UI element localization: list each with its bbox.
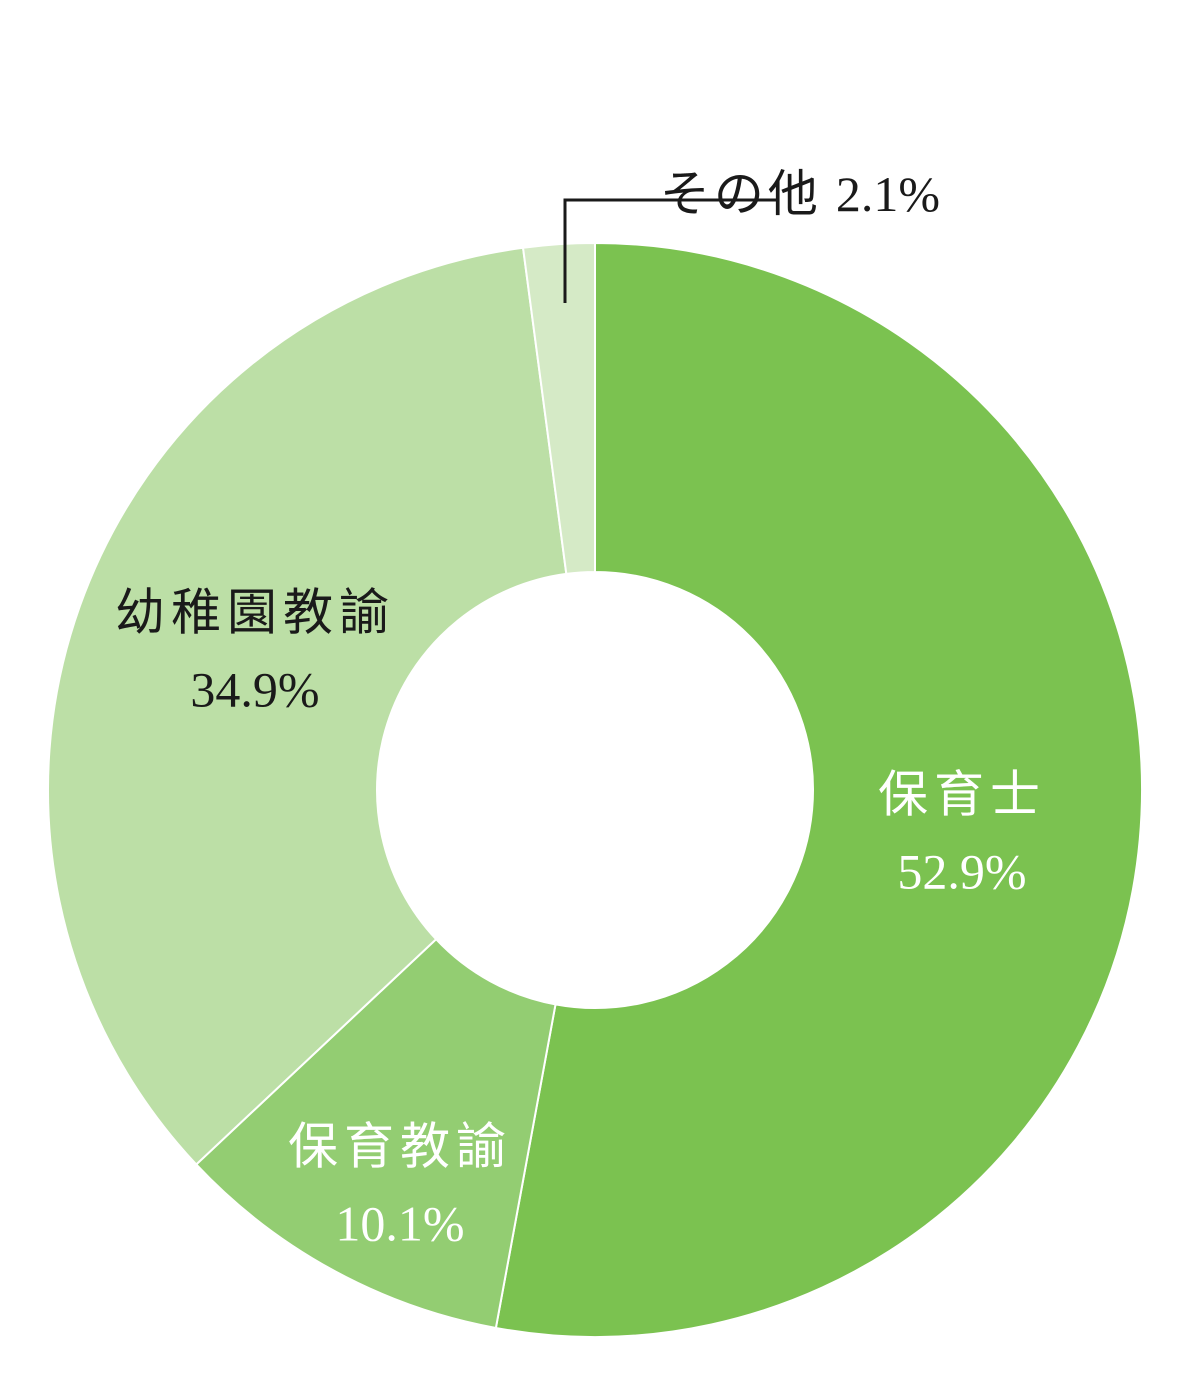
donut-slice: [521, 241, 596, 576]
labels: 保育士 52.9% 保育教諭 10.1% 幼稚園教諭 34.9% その他 2.1%: [115, 166, 1046, 1251]
slice-value-label: 10.1%: [335, 1195, 464, 1251]
donut-slice: [194, 937, 557, 1330]
donut-slice: [47, 246, 568, 1166]
leader-line: [563, 198, 778, 303]
slice-value-label: 2.1%: [836, 166, 940, 222]
slice-value-label: 34.9%: [190, 661, 319, 717]
slice-value-label: 52.9%: [897, 843, 1026, 899]
slice-label: 幼稚園教諭: [115, 584, 395, 640]
slice-label: 保育教諭: [288, 1118, 512, 1174]
slice-name: その他: [660, 166, 822, 222]
slices: [47, 241, 1143, 1338]
donut-slice: [494, 241, 1143, 1338]
slice-label: 保育士: [878, 766, 1046, 822]
slice-label: その他 2.1%: [660, 166, 940, 222]
